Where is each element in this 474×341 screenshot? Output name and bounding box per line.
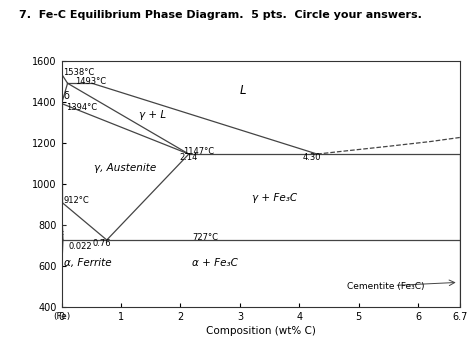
Text: 1538°C: 1538°C	[64, 68, 95, 76]
Text: α, Ferrite: α, Ferrite	[64, 258, 111, 268]
Text: Cementite (Fe₃C): Cementite (Fe₃C)	[347, 282, 424, 291]
Text: L: L	[240, 84, 246, 97]
Text: 0.022: 0.022	[69, 242, 92, 251]
Text: γ + L: γ + L	[139, 109, 166, 120]
Text: (Fe): (Fe)	[53, 312, 70, 321]
Text: 1493°C: 1493°C	[75, 76, 106, 86]
Text: 727°C: 727°C	[192, 234, 219, 242]
Text: γ + Fe₃C: γ + Fe₃C	[252, 193, 297, 204]
Text: 2.14: 2.14	[179, 153, 198, 162]
Text: 0.76: 0.76	[92, 239, 111, 248]
Text: 7.  Fe-C Equilibrium Phase Diagram.  5 pts.  Circle your answers.: 7. Fe-C Equilibrium Phase Diagram. 5 pts…	[19, 10, 422, 20]
Text: δ: δ	[64, 91, 69, 101]
Text: 912°C: 912°C	[64, 196, 89, 205]
Text: 4.30: 4.30	[302, 153, 321, 162]
Text: γ, Austenite: γ, Austenite	[94, 163, 156, 173]
Text: 1147°C: 1147°C	[183, 147, 215, 156]
Text: 1394°C: 1394°C	[66, 103, 98, 112]
X-axis label: Composition (wt% C): Composition (wt% C)	[206, 326, 316, 336]
Text: α + Fe₃C: α + Fe₃C	[192, 258, 238, 268]
